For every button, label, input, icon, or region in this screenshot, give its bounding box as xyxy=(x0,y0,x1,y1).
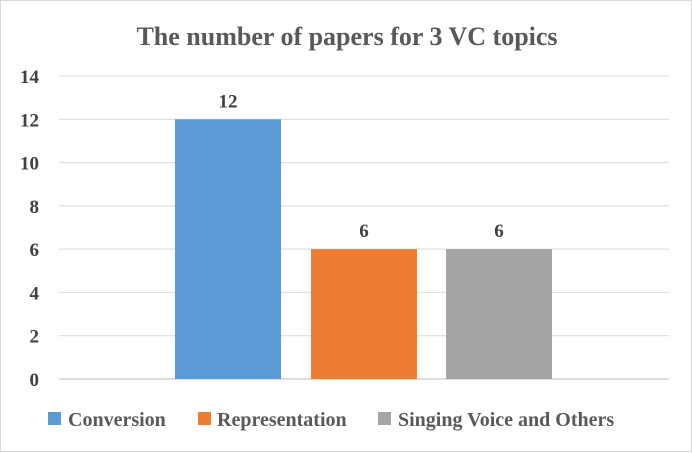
legend-label: Conversion xyxy=(68,409,166,431)
bar-conversion xyxy=(175,119,281,380)
data-label: 6 xyxy=(359,221,369,242)
bar-representation xyxy=(311,249,417,379)
y-tick-label: 2 xyxy=(30,327,40,348)
legend-swatch xyxy=(48,412,61,425)
bar-singing-voice-and-others xyxy=(446,249,552,379)
legend: Conversion Representation Singing Voice an… xyxy=(48,409,614,431)
legend-swatch xyxy=(378,412,391,425)
y-tick-label: 8 xyxy=(30,197,40,218)
chart-title: The number of papers for 3 VC topics xyxy=(136,22,557,51)
legend-label: Representation xyxy=(217,409,347,431)
y-tick-label: 4 xyxy=(30,283,40,304)
data-label: 6 xyxy=(494,221,504,242)
bars xyxy=(175,119,552,380)
y-axis-ticks: 0 2 4 6 8 10 12 14 xyxy=(20,67,40,391)
data-label: 12 xyxy=(219,91,238,112)
y-tick-label: 6 xyxy=(30,240,40,261)
y-tick-label: 12 xyxy=(20,110,39,131)
data-labels: 12 6 6 xyxy=(219,91,504,242)
y-tick-label: 10 xyxy=(20,154,39,175)
y-tick-label: 14 xyxy=(20,67,40,88)
legend-swatch xyxy=(198,412,211,425)
y-tick-label: 0 xyxy=(30,370,40,391)
legend-label: Singing Voice and Others xyxy=(398,409,614,431)
